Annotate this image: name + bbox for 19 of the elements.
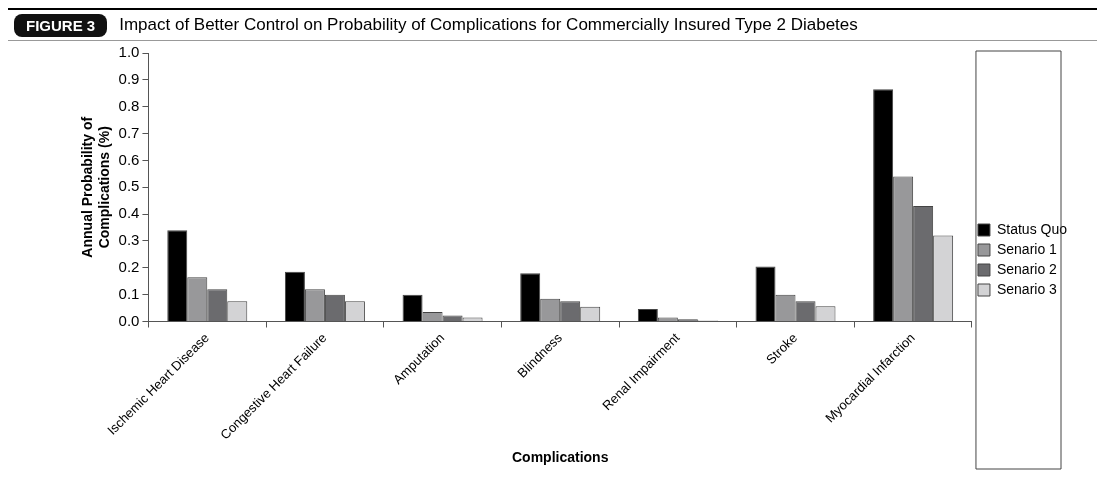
y-tick-label: 0.2 [118,257,140,275]
y-tick-label: 0.5 [118,177,140,195]
legend-label: Senario 3 [996,280,1058,297]
y-tick-label: 0.4 [118,204,140,222]
y-tick-label: 0.1 [118,284,140,302]
y-tick-label: 0.8 [118,96,140,114]
y-axis-title: Annual Probability of Complications (%) [79,116,113,258]
y-tick-label: 0.6 [118,150,140,168]
legend-label: Senario 1 [996,240,1058,257]
y-tick-label: 0.7 [118,123,140,141]
legend-label: Senario 2 [996,260,1058,277]
y-tick-label: 0.0 [118,311,140,329]
y-tick-label: 0.3 [118,231,140,249]
legend-label: Status Quo [996,220,1068,237]
chart-title: Impact of Better Control on Probability of Complications for Commercially Insured Type 2 Diabetes [119,15,858,35]
y-tick-label: 1.0 [118,43,140,61]
caption: FIGURE 3 [14,13,108,37]
y-tick-label: 0.9 [118,69,140,87]
x-axis-title: Complications [511,449,609,466]
